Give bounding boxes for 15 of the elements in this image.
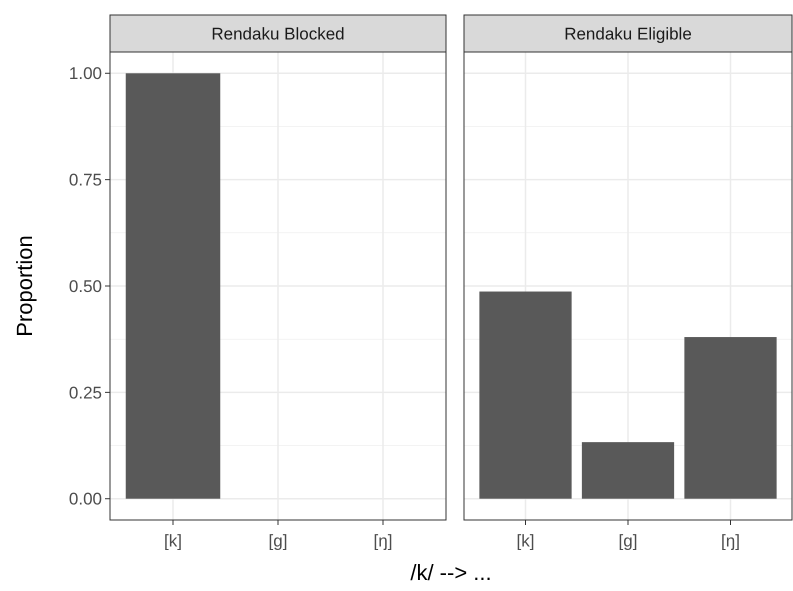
y-tick-label: 0.25 xyxy=(68,383,102,402)
x-tick-label: [ŋ] xyxy=(721,532,740,551)
y-tick-label: 0.50 xyxy=(68,276,102,296)
y-tick-label: 0.75 xyxy=(68,170,102,190)
x-tick-label: [g] xyxy=(618,532,638,551)
x-axis-title: /k/ --> ... xyxy=(410,560,492,585)
x-tick-label: [k] xyxy=(516,532,534,551)
chart-title: Rendaku Blocked xyxy=(211,24,345,44)
chart-title: Rendaku Eligible xyxy=(564,24,692,44)
x-tick-label: [k] xyxy=(164,532,182,551)
x-tick-label: [g] xyxy=(268,532,288,551)
y-tick-label: 0.00 xyxy=(68,490,102,509)
y-axis-title: Proportion xyxy=(12,235,37,337)
y-tick-label: 1.00 xyxy=(68,64,102,84)
x-tick-label: [ŋ] xyxy=(374,532,392,551)
